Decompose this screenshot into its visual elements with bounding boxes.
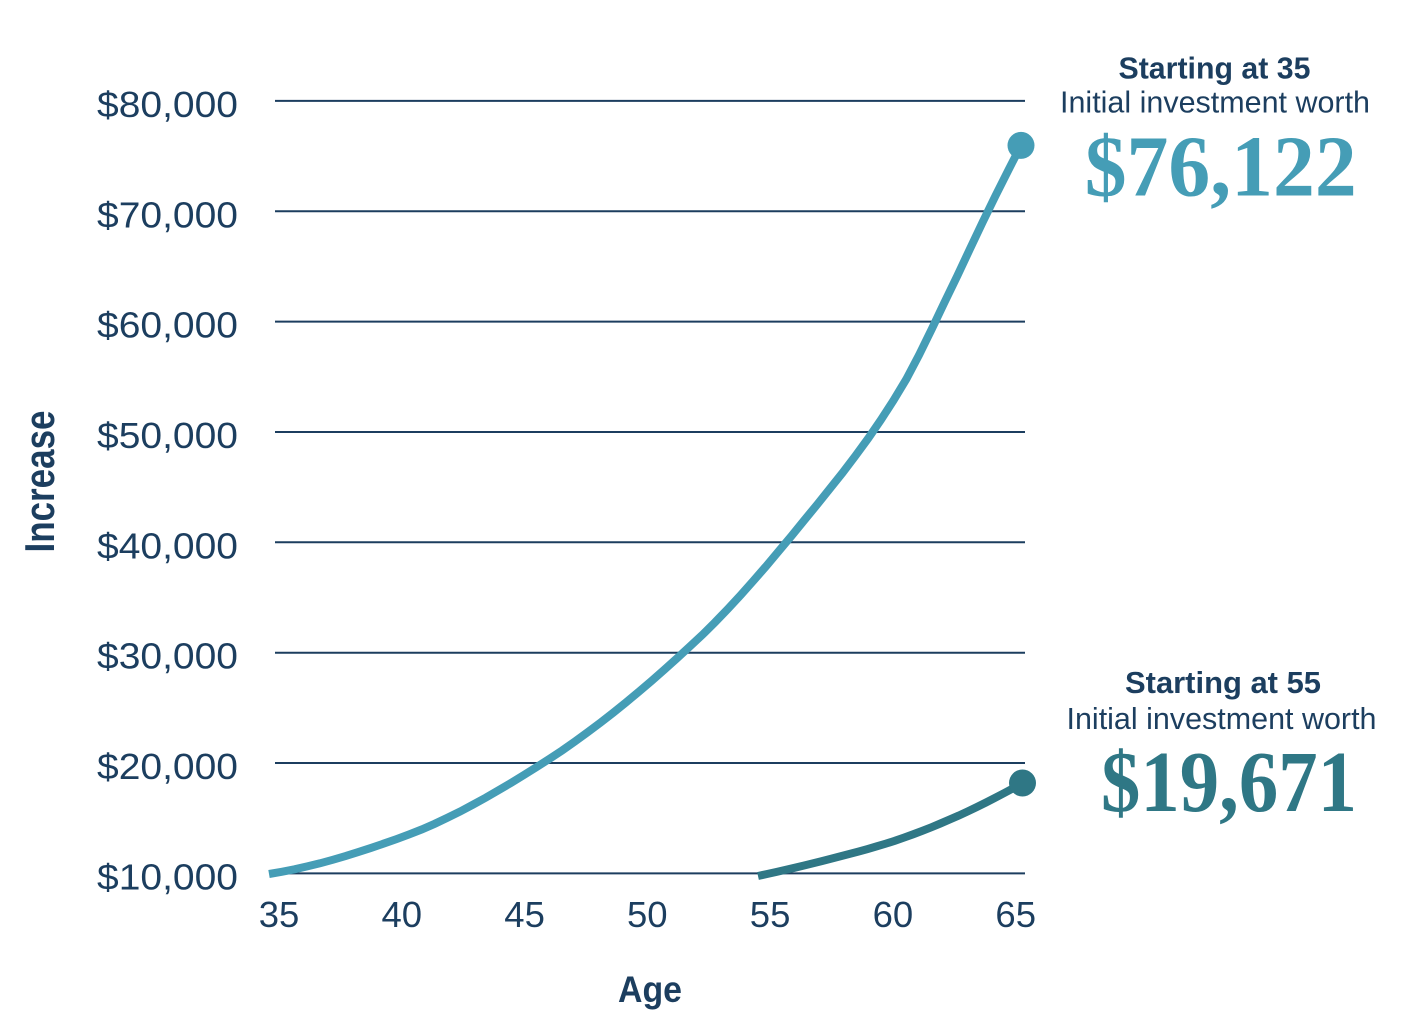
svg-text:Initial investment worth: Initial investment worth bbox=[1067, 702, 1377, 736]
svg-text:$50,000: $50,000 bbox=[97, 415, 238, 456]
svg-text:Initial investment worth: Initial investment worth bbox=[1060, 86, 1370, 120]
svg-text:$10,000: $10,000 bbox=[97, 856, 238, 897]
svg-text:40: 40 bbox=[381, 894, 422, 935]
svg-text:$30,000: $30,000 bbox=[97, 636, 238, 677]
svg-text:$80,000: $80,000 bbox=[97, 84, 238, 125]
svg-text:$76,122: $76,122 bbox=[1085, 118, 1357, 215]
svg-text:55: 55 bbox=[750, 894, 791, 935]
svg-text:35: 35 bbox=[259, 894, 300, 935]
svg-text:50: 50 bbox=[627, 894, 668, 935]
svg-text:$70,000: $70,000 bbox=[97, 194, 238, 235]
svg-text:45: 45 bbox=[504, 894, 545, 935]
svg-text:60: 60 bbox=[873, 894, 914, 935]
svg-text:$19,671: $19,671 bbox=[1101, 733, 1357, 830]
svg-text:Increase: Increase bbox=[16, 411, 63, 553]
svg-text:65: 65 bbox=[995, 894, 1036, 935]
svg-text:$40,000: $40,000 bbox=[97, 525, 238, 566]
svg-text:Starting at 55: Starting at 55 bbox=[1125, 665, 1321, 700]
svg-text:Age: Age bbox=[618, 968, 682, 1010]
svg-text:$20,000: $20,000 bbox=[97, 746, 238, 787]
svg-text:Starting at 35: Starting at 35 bbox=[1119, 51, 1311, 86]
svg-text:$60,000: $60,000 bbox=[97, 305, 238, 346]
